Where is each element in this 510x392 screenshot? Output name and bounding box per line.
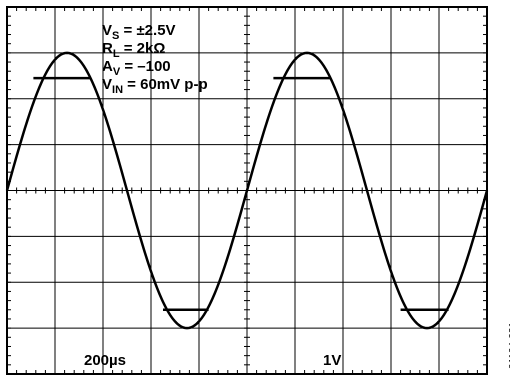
condition-supply-voltage: VS = ±2.5V [102, 22, 176, 42]
condition-gain: AV = –100 [102, 58, 171, 78]
test-conditions: VS = ±2.5V RL = 2kΩ AV = –100 VIN = 60mV… [102, 22, 208, 96]
voltage-scale-label: 1V [323, 352, 341, 369]
time-scale-label: 200µs [84, 352, 126, 369]
condition-load-resistance: RL = 2kΩ [102, 40, 165, 60]
cursor-markers [33, 76, 449, 312]
condition-input-voltage: VIN = 60mV p-p [102, 76, 208, 96]
